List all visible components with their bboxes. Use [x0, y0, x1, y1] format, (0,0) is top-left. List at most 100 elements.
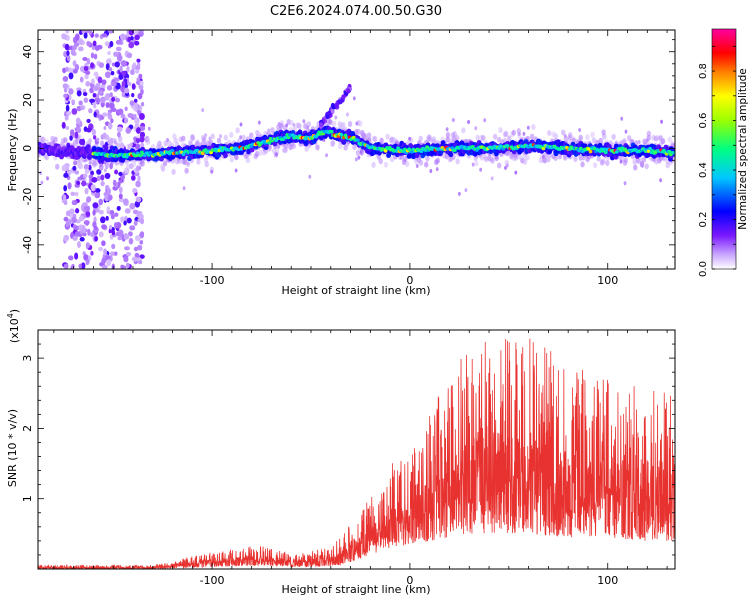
spectrogram-cell	[134, 40, 140, 46]
spectrogram-cell	[475, 134, 480, 141]
spectrogram-cell	[457, 191, 461, 196]
spectrogram-cell	[223, 134, 228, 141]
spectrogram-cell	[90, 184, 96, 192]
spectrogram-cell	[134, 34, 140, 41]
spectrogram-cell	[131, 83, 136, 90]
spectrogram-cell	[659, 178, 663, 183]
spectrogram-cell	[114, 97, 121, 103]
spectrogram-cell	[611, 133, 616, 140]
spectrogram-cell	[78, 263, 83, 269]
spectrogram-cell	[80, 105, 85, 111]
spectrogram-cell	[63, 201, 68, 206]
spectrogram-cell	[119, 142, 125, 150]
spectrogram-cell	[406, 153, 412, 159]
spectrogram-cell	[108, 229, 113, 234]
spectrogram-cell	[425, 145, 430, 149]
spectrogram-cell	[297, 129, 303, 135]
spectrogram-cell	[109, 40, 114, 48]
spectrogram-cell	[92, 40, 97, 47]
spectrogram-cell	[138, 73, 143, 79]
spectrogram-cell	[315, 144, 320, 151]
spectrogram-cell	[65, 104, 70, 112]
spectrogram-cell	[61, 164, 67, 172]
spectrogram-cell	[622, 138, 627, 145]
spectrogram-cell	[76, 87, 82, 92]
spectrogram-cell	[91, 176, 98, 183]
spectrogram-cell	[90, 250, 94, 256]
spectrogram-cell	[641, 156, 647, 163]
spectrogram-cell	[117, 236, 123, 241]
spectrogram-cell	[100, 216, 106, 224]
spectrogram-cell	[75, 208, 80, 214]
spectrogram-cell	[136, 62, 141, 67]
spectrogram-cell	[125, 127, 132, 134]
spectrogram-cell	[83, 126, 88, 132]
spectrogram-cell	[498, 127, 503, 134]
spectrogram-cell	[65, 210, 71, 217]
snr-y-scale-exponent: 4	[6, 313, 15, 318]
spectrogram-cell	[600, 158, 606, 165]
spectrogram-cell	[140, 88, 144, 95]
spectrogram-cell	[85, 144, 91, 150]
spectrogram-cell	[94, 33, 99, 38]
spectrogram-cell	[277, 122, 281, 127]
spectrogram-cell	[83, 97, 89, 103]
spectrogram-cell	[91, 78, 95, 85]
spectrogram-cell	[82, 92, 88, 97]
spectrogram-cell	[83, 164, 90, 171]
spectrogram-cell	[109, 162, 114, 170]
spectrogram-cell	[623, 181, 627, 186]
spectrogram-cell	[427, 136, 433, 143]
spectrogram-cell	[219, 134, 222, 139]
spectrogram-cell	[648, 146, 652, 151]
spectrogram-cell	[117, 108, 124, 115]
spectrogram-cell	[134, 200, 140, 208]
spectrogram-cell	[396, 146, 400, 150]
spectrogram-cell	[435, 167, 439, 172]
spectrogram-cell	[467, 119, 470, 124]
spectrogram-cell	[80, 262, 86, 269]
spectrogram-cell	[418, 156, 422, 161]
spectrogram-cell	[283, 135, 288, 140]
spectrogram-cell	[127, 81, 132, 87]
spectrogram-cell	[131, 92, 135, 98]
spectrogram-cell	[98, 246, 104, 252]
spectrogram-cell	[74, 252, 79, 260]
spectrogram-cell	[494, 155, 499, 162]
spectrogram-cell	[479, 154, 485, 161]
spectrogram-cell	[85, 242, 90, 249]
spectrogram-cell	[330, 139, 336, 146]
spectrogram-cell	[588, 149, 593, 154]
spectrogram-cell	[94, 192, 100, 199]
spectrogram-cell	[135, 143, 141, 150]
spectrogram-cell	[338, 99, 343, 105]
spectrogram-y-tick-label: 40	[21, 45, 34, 59]
spectrogram-cell	[94, 45, 100, 51]
spectrogram-cell	[101, 33, 108, 38]
spectrogram-cell	[84, 187, 89, 195]
spectrogram-cell	[257, 120, 261, 125]
spectrogram-cell	[573, 156, 578, 163]
snr-y-scale-label: (x104)	[6, 309, 21, 343]
spectrogram-cell	[461, 127, 466, 134]
spectrogram-cell	[282, 148, 286, 153]
spectrogram-cell	[609, 155, 615, 161]
spectrogram-cell	[110, 214, 115, 220]
spectrogram-cell	[452, 131, 457, 138]
figure-title: C2E6.2024.074.00.50.G30	[270, 4, 442, 19]
spectrogram-cell	[568, 132, 573, 139]
spectrogram-cell	[559, 154, 562, 159]
spectrogram-cell	[234, 154, 239, 161]
spectrogram-cell	[78, 46, 84, 52]
spectrogram-cell	[105, 215, 109, 221]
spectrogram-cell	[239, 122, 243, 127]
spectrogram-cell	[563, 154, 568, 161]
spectrogram-cell	[308, 174, 312, 179]
spectrogram-cell	[195, 148, 200, 153]
spectrogram-cell	[531, 123, 536, 130]
snr-x-label: Height of straight line (km)	[281, 583, 430, 596]
spectrogram-cell	[90, 232, 95, 238]
spectrogram-x-tick-label: 0	[406, 274, 413, 287]
spectrogram-cell	[541, 154, 545, 159]
spectrogram-cell	[186, 161, 190, 166]
